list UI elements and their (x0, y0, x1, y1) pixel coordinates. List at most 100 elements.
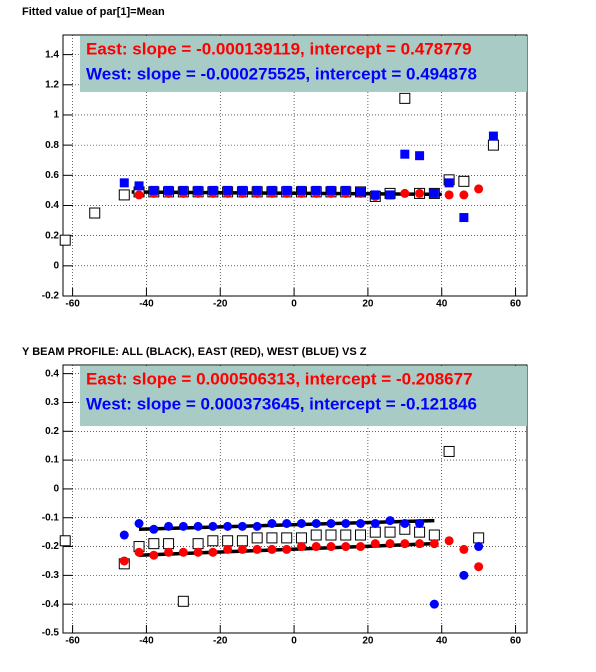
point (252, 521, 262, 531)
point (193, 185, 203, 195)
point (193, 547, 203, 557)
point (178, 185, 188, 195)
point (356, 518, 366, 528)
point (237, 544, 247, 554)
y-tick-label: 0 (53, 260, 59, 271)
y-tick-label: 0.6 (45, 170, 59, 181)
point (193, 521, 203, 531)
x-tick-label: 60 (510, 636, 522, 647)
point (164, 185, 174, 195)
point (429, 539, 439, 549)
point (118, 189, 130, 201)
point (341, 185, 351, 195)
point (326, 518, 336, 528)
point (415, 539, 425, 549)
point (295, 532, 307, 544)
point (282, 185, 292, 195)
plot-border (62, 364, 528, 634)
point (163, 538, 175, 550)
point (208, 185, 218, 195)
point (59, 234, 71, 246)
point (119, 178, 129, 188)
point (207, 535, 219, 547)
point (267, 518, 277, 528)
point (459, 570, 469, 580)
y-tick-label: 1.2 (45, 79, 59, 90)
point (444, 536, 454, 546)
point (267, 185, 277, 195)
point (252, 185, 262, 195)
point (415, 518, 425, 528)
point (400, 539, 410, 549)
point (341, 542, 351, 552)
point (149, 185, 159, 195)
fit-annotation: West: slope = -0.000275525, intercept = … (86, 64, 477, 83)
point (148, 538, 160, 550)
point (459, 213, 469, 223)
point (282, 518, 292, 528)
point (326, 185, 336, 195)
point (384, 526, 396, 538)
y-tick-label: 1.4 (45, 49, 59, 60)
point (474, 542, 484, 552)
x-tick-label: 40 (436, 299, 448, 310)
point (252, 544, 262, 554)
point (237, 185, 247, 195)
plot-border (62, 34, 528, 297)
point (208, 521, 218, 531)
x-tick-label: -40 (139, 299, 154, 310)
y-tick-label: 0.2 (45, 426, 59, 437)
y-tick-label: 1 (53, 110, 59, 121)
point (310, 529, 322, 541)
point (415, 188, 425, 198)
point (134, 181, 144, 191)
point (458, 175, 470, 187)
point (267, 544, 277, 554)
x-tick-label: 20 (362, 636, 374, 647)
point (400, 188, 410, 198)
point (428, 529, 440, 541)
point (237, 521, 247, 531)
point (59, 535, 71, 547)
point (134, 518, 144, 528)
x-tick-label: 40 (436, 636, 448, 647)
point (385, 190, 395, 200)
x-tick-label: 0 (291, 636, 297, 647)
point (296, 185, 306, 195)
point (149, 550, 159, 560)
point (474, 184, 484, 194)
point (444, 190, 454, 200)
point (177, 595, 189, 607)
point (370, 518, 380, 528)
point (473, 532, 485, 544)
point (444, 178, 454, 188)
point (443, 445, 455, 457)
x-tick-label: -20 (213, 299, 228, 310)
y-tick-label: -0.4 (42, 599, 60, 610)
point (311, 185, 321, 195)
y-tick-label: 0.1 (45, 455, 59, 466)
point (223, 544, 233, 554)
x-tick-label: -40 (139, 636, 154, 647)
point (459, 190, 469, 200)
x-tick-label: 20 (362, 299, 374, 310)
point (488, 131, 498, 141)
point (296, 518, 306, 528)
point (429, 188, 439, 198)
point (369, 526, 381, 538)
point (89, 207, 101, 219)
point (325, 529, 337, 541)
point (385, 539, 395, 549)
chart-title: Y BEAM PROFILE: ALL (BLACK), EAST (RED),… (22, 346, 367, 358)
point (414, 526, 426, 538)
point (236, 535, 248, 547)
y-tick-label: -0.2 (42, 291, 60, 302)
chart-title: Fitted value of par[1]=Mean (22, 6, 165, 18)
point (178, 547, 188, 557)
y-tick-label: 0 (53, 484, 59, 495)
point (429, 599, 439, 609)
point (119, 530, 129, 540)
point (399, 92, 411, 104)
point (282, 544, 292, 554)
